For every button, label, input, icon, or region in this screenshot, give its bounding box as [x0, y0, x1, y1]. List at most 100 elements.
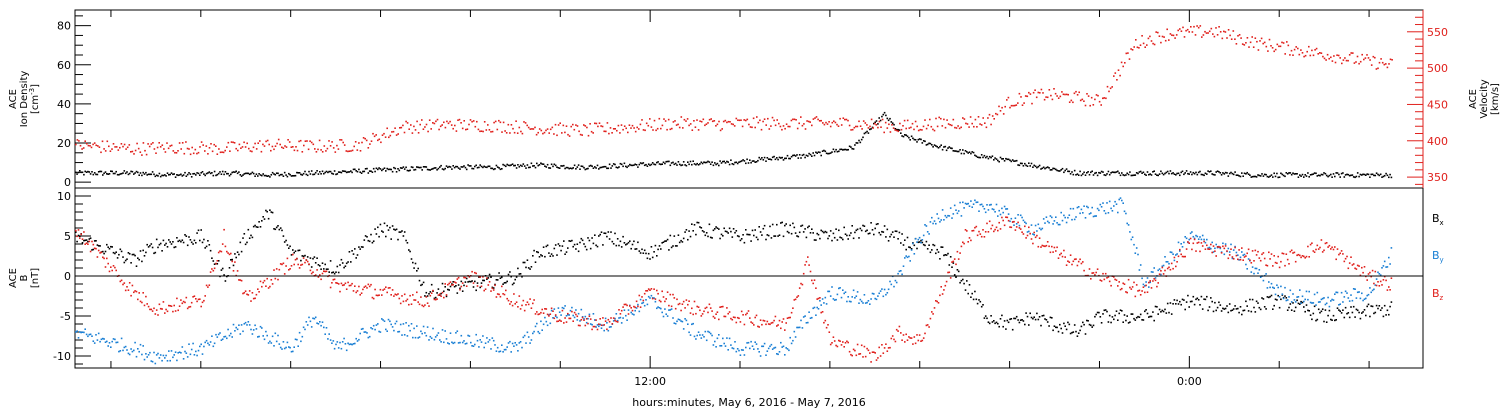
density-series-point	[184, 171, 186, 174]
bx-series-point	[877, 223, 879, 225]
by-series-point	[220, 339, 223, 341]
density-series-point	[1351, 174, 1354, 176]
bx-series-point	[352, 253, 355, 255]
density-series-point	[416, 166, 418, 168]
by-series-point	[620, 322, 623, 324]
by-series-point	[270, 342, 273, 344]
bz-series-point	[829, 343, 832, 346]
by-series-point	[718, 334, 720, 336]
velocity-series-point	[943, 118, 945, 121]
velocity-series-point	[546, 128, 549, 130]
bz-series-point	[1033, 231, 1035, 234]
velocity-series-point	[707, 122, 709, 124]
by-series-point	[254, 324, 256, 327]
bx-series-point	[1367, 303, 1370, 306]
bx-series-point	[887, 240, 890, 242]
velocity-series-point	[169, 145, 171, 147]
velocity-series-point	[962, 117, 964, 119]
velocity-series-point	[450, 124, 453, 126]
bz-series-point	[200, 305, 202, 308]
velocity-series-point	[1083, 100, 1085, 102]
velocity-series-point	[1150, 40, 1153, 42]
bz-series-point	[263, 279, 266, 282]
density-series-point	[1185, 170, 1188, 172]
bz-series-point	[945, 280, 948, 283]
density-series-point	[186, 173, 189, 176]
bx-series-point	[920, 239, 922, 242]
bz-series-point	[81, 238, 84, 240]
by-series-point	[960, 215, 963, 217]
density-series-point	[1259, 175, 1262, 177]
velocity-series-point	[1009, 106, 1011, 109]
bz-series-point	[645, 290, 647, 292]
by-series-point	[1211, 241, 1213, 244]
bz-series-point	[1348, 262, 1351, 264]
bz-series-point	[275, 268, 278, 270]
bz-series-point	[928, 326, 930, 328]
bx-series-point	[820, 229, 822, 232]
density-series-point	[767, 158, 770, 160]
bx-series-point	[1290, 309, 1293, 311]
bx-series-point	[1055, 326, 1057, 329]
by-series-point	[306, 324, 309, 326]
by-series-point	[838, 287, 840, 290]
bz-series-point	[867, 349, 870, 352]
velocity-series-point	[677, 123, 679, 126]
by-series-point	[901, 273, 903, 276]
velocity-series-point	[559, 122, 561, 124]
velocity-series-point	[197, 151, 200, 154]
bx-series-point	[1173, 299, 1176, 301]
velocity-series-point	[804, 128, 807, 130]
bz-series-point	[894, 340, 897, 343]
by-series-point	[929, 221, 932, 223]
velocity-series-point	[457, 119, 459, 121]
by-series-point	[221, 338, 224, 340]
density-series-point	[856, 142, 859, 144]
bx-series-point	[1316, 318, 1319, 321]
velocity-series-point	[628, 124, 631, 126]
bz-series-point	[918, 334, 921, 336]
density-series-point	[1040, 168, 1042, 170]
bx-series-point	[1323, 320, 1325, 323]
velocity-series-point	[244, 146, 247, 148]
bx-series-point	[1153, 319, 1155, 322]
velocity-series-point	[856, 125, 859, 128]
bx-series-point	[843, 226, 845, 229]
velocity-series-point	[189, 153, 192, 156]
density-series-point	[379, 168, 382, 170]
bz-series-point	[87, 243, 89, 245]
velocity-series-point	[476, 120, 478, 123]
by-series-point	[967, 202, 969, 205]
bz-series-point	[381, 294, 383, 296]
density-series-point	[1379, 173, 1382, 176]
density-series-point	[1076, 173, 1079, 175]
velocity-series-point	[666, 128, 668, 131]
bx-series-point	[1060, 327, 1062, 330]
velocity-series-point	[1257, 49, 1260, 51]
by-series-point	[1292, 293, 1294, 295]
bx-series-point	[1348, 316, 1351, 319]
bz-series-point	[921, 339, 924, 342]
by-series-point	[856, 291, 859, 293]
bx-series-point	[534, 261, 537, 263]
bx-series-point	[177, 240, 179, 243]
bx-series-point	[1241, 313, 1243, 316]
velocity-series-point	[1135, 39, 1137, 41]
density-series-point	[293, 175, 295, 177]
density-series-point	[569, 167, 572, 169]
bx-series-point	[936, 248, 938, 251]
top-right-tick-label: 450	[1427, 98, 1448, 111]
bz-series-point	[1042, 245, 1045, 247]
density-series-point	[471, 167, 473, 170]
density-series-point	[1308, 176, 1310, 178]
velocity-series-point	[1180, 30, 1183, 32]
velocity-series-point	[139, 151, 142, 153]
bx-series-point	[1099, 316, 1102, 318]
bz-series-point	[708, 303, 711, 306]
density-series-point	[1297, 176, 1300, 178]
bz-series-point	[596, 328, 599, 331]
density-series-point	[1242, 175, 1244, 177]
bx-series-point	[1389, 305, 1391, 308]
by-series-point	[1052, 223, 1054, 225]
bz-series-point	[1099, 279, 1102, 281]
